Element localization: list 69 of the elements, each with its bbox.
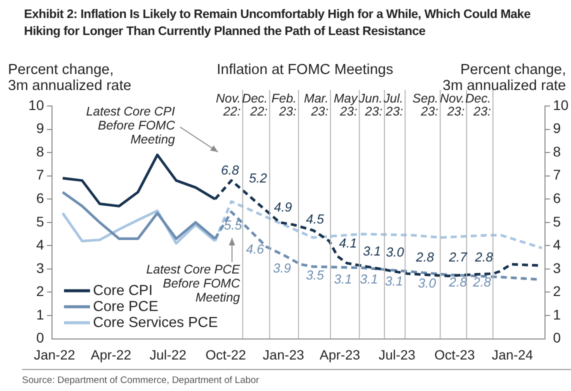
y2-tick-label: 7 — [553, 166, 561, 183]
annotation: 3.0 — [418, 276, 437, 291]
ref-line-label: Dec. 22: — [242, 91, 268, 118]
y-tick-label: 4 — [36, 236, 44, 253]
y-tick-label: 3 — [36, 260, 44, 276]
y-tick-label: 10 — [28, 96, 44, 113]
annotation: 3.1 — [360, 272, 378, 287]
annotation: 2.8 — [448, 274, 468, 290]
x-tick-label: Jan-24 — [492, 348, 534, 363]
y2-tick-label: 0 — [553, 330, 561, 346]
y-axis-title: Percent change, 3m annualized rate — [8, 62, 132, 94]
annotation: 3.1 — [334, 272, 352, 287]
annotation: 4.5 — [306, 212, 325, 227]
annotation: 2.8 — [414, 250, 435, 265]
y2-tick-label: 9 — [553, 120, 561, 136]
y-tick-label: 9 — [36, 120, 44, 136]
legend-label: Core Services PCE — [93, 314, 218, 331]
ref-line-label: Jun. 23: — [358, 91, 382, 118]
annotation: 4.6 — [246, 242, 265, 257]
annotation: 3.5 — [306, 268, 325, 283]
y2-axis-title: Percent change, 3m annualized rate — [442, 62, 566, 94]
annotation: 3.0 — [386, 244, 405, 260]
y-tick-label: 6 — [36, 190, 44, 206]
annotation: Latest Core CPI Before FOMC Meeting — [86, 104, 176, 146]
y-tick-label: 2 — [36, 283, 44, 300]
ref-line-label: Mar. 23: — [304, 91, 328, 118]
y-tick-label: 8 — [36, 143, 44, 160]
annotation: 2.8 — [472, 274, 492, 290]
ref-line-label: Feb. 23: — [271, 91, 296, 118]
y2-tick-label: 6 — [553, 190, 561, 206]
x-tick-label: Jul-23 — [378, 348, 416, 363]
x-tick-label: Jan-22 — [34, 348, 76, 363]
ref-line-label: Nov. 23: — [440, 91, 465, 118]
annotation: 5.2 — [248, 170, 268, 186]
x-tick-label: Oct-22 — [205, 348, 246, 363]
y-tick-label: 1 — [36, 306, 44, 322]
annotation: 4.9 — [274, 200, 292, 215]
ref-line-label: Dec. 23: — [465, 91, 491, 118]
ref-line-label: May 23: — [334, 91, 358, 118]
y2-tick-label: 3 — [553, 260, 561, 276]
annotation: 2.7 — [448, 250, 468, 265]
y2-tick-label: 8 — [553, 143, 561, 160]
y2-tick-label: 4 — [553, 236, 561, 253]
text: Inflation at FOMC Meetings — [216, 62, 394, 78]
y-tick-label: 0 — [36, 330, 44, 346]
x-tick-label: Jan-23 — [262, 348, 304, 363]
legend-label: Core PCE — [93, 298, 159, 315]
x-tick-label: Apr-23 — [320, 348, 360, 363]
ref-line-label: Nov. 22: — [216, 91, 241, 118]
annotation: 2.8 — [474, 250, 494, 265]
legend-label: Core CPI — [93, 282, 153, 299]
ref-line-label: Jul. 23: — [382, 91, 404, 118]
x-tick-label: Oct-23 — [434, 348, 475, 363]
y-tick-label: 7 — [36, 166, 44, 183]
ref-line-label: Sep. 23: — [412, 91, 438, 118]
y2-tick-label: 2 — [553, 283, 561, 300]
annotation: 3.1 — [362, 244, 382, 259]
x-tick-label: Apr-22 — [90, 348, 132, 363]
x-tick-label: Jul-22 — [150, 348, 186, 363]
annotation: 4.1 — [338, 236, 358, 251]
y2-tick-label: 1 — [553, 306, 561, 322]
y2-tick-label: 5 — [553, 213, 561, 230]
annotation: 6.8 — [220, 162, 240, 178]
source-note: Source: Department of Commerce, Department of Labor — [22, 369, 571, 386]
annotation: 3.9 — [272, 260, 292, 276]
annotation: 3.1 — [384, 274, 404, 289]
y2-tick-label: 10 — [553, 96, 569, 113]
chart-title: Exhibit 2: Inflation Is Likely to Remain Uncomfortably High for a While, Which Could Make Hiking for Longer Than Currently Planned the Path of Least Resistance — [24, 6, 532, 40]
y-tick-label: 5 — [36, 213, 44, 230]
